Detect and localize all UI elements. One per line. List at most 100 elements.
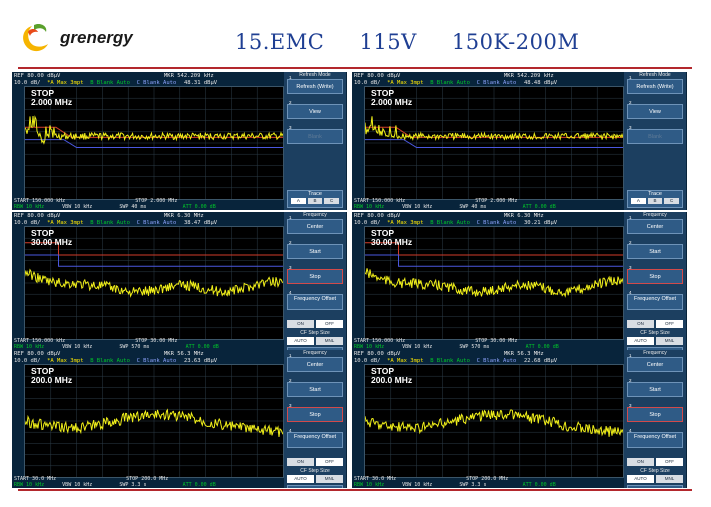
offset-on[interactable]: ON [627, 320, 654, 328]
softkey-center[interactable]: 1 Center [627, 353, 683, 372]
menu-title: Refresh Mode [299, 72, 331, 78]
softkey-start[interactable]: 2 Start [287, 240, 343, 259]
softkey-frequency-offset[interactable]: 4 Frequency Offset [287, 428, 343, 448]
cf-step-toggle[interactable]: AUTO MNL [627, 337, 683, 345]
trace-c-detector: C Blank Auto [136, 79, 177, 86]
analyzer-screen-2: REF 80.00 dBμV 10.0 dB/ *A Max 3mpt B Bl… [352, 72, 687, 210]
stop-indicator: STOP 30.00 MHz [371, 229, 412, 247]
cf-step-mnl[interactable]: MNL [316, 337, 343, 345]
softkey-blank[interactable]: 3 Blank [287, 125, 343, 144]
trace-a[interactable]: A [291, 198, 306, 204]
softkey-refresh-write[interactable]: 1 Refresh (Write) [287, 75, 343, 94]
trace-a-detector: *A Max 3mpt [387, 79, 424, 86]
cf-step-auto[interactable]: AUTO [627, 337, 654, 345]
softkey-stop[interactable]: 3 Stop [287, 403, 343, 422]
spectrum-plot[interactable]: STOP 30.00 MHz [24, 226, 284, 340]
trace-b-detector: B Blank Auto [90, 357, 130, 364]
spectrum-plot[interactable]: STOP 200.0 MHz [364, 364, 624, 478]
vbw-value: VBW 10 kHz [402, 343, 433, 350]
softkey-start[interactable]: 2 Start [627, 378, 683, 397]
start-frequency: START 150.000 kHz [354, 198, 406, 204]
spectrum-plot[interactable]: STOP 30.00 MHz [364, 226, 624, 340]
softkey-stop[interactable]: 3 Stop [287, 265, 343, 284]
ref-level: REF 80.00 dBμV [14, 213, 61, 219]
offset-off[interactable]: OFF [656, 458, 683, 466]
stop-indicator: STOP 200.0 MHz [31, 367, 72, 385]
trace-a[interactable]: A [631, 198, 646, 204]
trace-b[interactable]: B [647, 198, 663, 204]
vbw-value: VBW 10 kHz [402, 203, 433, 210]
softkey-label: Center [646, 224, 664, 230]
softkey-label: Stop [309, 412, 321, 418]
vbw-value: VBW 10 kHz [62, 481, 93, 488]
brand-logo: grenergy [18, 22, 133, 54]
softkey-stop[interactable]: 3 Stop [627, 403, 683, 422]
trace-selector[interactable]: Trace A B C [287, 190, 343, 208]
stop-frequency-footer: STOP 30.00 MHz [475, 338, 518, 344]
softkey-refresh-write[interactable]: 1 Refresh (Write) [627, 75, 683, 94]
marker-frequency: MKR 6.30 MHz [164, 213, 204, 219]
softkey-frequency-offset[interactable]: 4 Frequency Offset [627, 428, 683, 448]
spectrum-plot[interactable]: STOP 2.000 MHz [364, 86, 624, 200]
cf-step-auto[interactable]: AUTO [627, 475, 654, 483]
marker-frequency: MKR 56.3 MHz [164, 351, 204, 357]
softkey-channel-input[interactable]: Channel Input [627, 485, 683, 488]
rbw-value: RBW 10 kHz [14, 481, 45, 488]
softkey-channel-input[interactable]: Channel Input [287, 347, 343, 350]
offset-off[interactable]: OFF [316, 458, 343, 466]
cf-step-mnl[interactable]: MNL [316, 475, 343, 483]
offset-off[interactable]: OFF [656, 320, 683, 328]
offset-off[interactable]: OFF [316, 320, 343, 328]
offset-toggle[interactable]: ON OFF [627, 458, 683, 466]
start-frequency: START 150.000 kHz [14, 198, 66, 204]
offset-toggle[interactable]: ON OFF [287, 320, 343, 328]
softkey-channel-input[interactable]: Channel Input [627, 347, 683, 350]
softkey-number: 3 [629, 125, 632, 130]
softkey-center[interactable]: 1 Center [627, 215, 683, 234]
cf-step-label: CF Step Size [300, 330, 330, 336]
soft-key-menu: Refresh Mode 1 Refresh (Write) 2 View 3 Blank T… [284, 72, 346, 210]
softkey-start[interactable]: 2 Start [287, 378, 343, 397]
trace-b[interactable]: B [307, 198, 323, 204]
trace-selector[interactable]: Trace A B C [627, 190, 683, 208]
softkey-center[interactable]: 1 Center [287, 353, 343, 372]
softkey-stop[interactable]: 3 Stop [627, 265, 683, 284]
trace-c[interactable]: C [664, 198, 680, 204]
cf-step-mnl[interactable]: MNL [656, 337, 683, 345]
spectrum-trace [25, 268, 283, 298]
softkey-view[interactable]: 2 View [627, 100, 683, 119]
stop-frequency: 200.0 MHz [371, 375, 413, 385]
spectrum-plot[interactable]: STOP 2.000 MHz [24, 86, 284, 200]
offset-on[interactable]: ON [287, 320, 314, 328]
softkey-channel-input[interactable]: Channel Input [287, 485, 343, 488]
softkey-label: Start [649, 249, 661, 255]
softkey-number: 2 [289, 100, 292, 105]
trace-c[interactable]: C [324, 198, 340, 204]
cf-step-auto[interactable]: AUTO [287, 337, 314, 345]
cf-step-auto[interactable]: AUTO [287, 475, 314, 483]
stop-label: STOP [371, 88, 394, 98]
softkey-start[interactable]: 2 Start [627, 240, 683, 259]
vbw-value: VBW 10 kHz [62, 203, 93, 210]
offset-on[interactable]: ON [287, 458, 314, 466]
softkey-view[interactable]: 2 View [287, 100, 343, 119]
trace-b-detector: B Blank Auto [430, 219, 470, 226]
offset-on[interactable]: ON [627, 458, 654, 466]
offset-toggle[interactable]: ON OFF [287, 458, 343, 466]
menu-title: Frequency [303, 212, 327, 218]
softkey-number: 1 [289, 75, 292, 80]
softkey-blank[interactable]: 3 Blank [627, 125, 683, 144]
cf-step-toggle[interactable]: AUTO MNL [287, 475, 343, 483]
measurement-footer: START 150.000 kHz STOP 2.000 MHz RBW 10 k… [14, 198, 282, 210]
softkey-frequency-offset[interactable]: 4 Frequency Offset [627, 290, 683, 310]
softkey-center[interactable]: 1 Center [287, 215, 343, 234]
offset-toggle[interactable]: ON OFF [627, 320, 683, 328]
cf-step-mnl[interactable]: MNL [656, 475, 683, 483]
cf-step-toggle[interactable]: AUTO MNL [627, 475, 683, 483]
softkey-number: 2 [289, 240, 292, 245]
spectrum-plot[interactable]: STOP 200.0 MHz [24, 364, 284, 478]
cf-step-toggle[interactable]: AUTO MNL [287, 337, 343, 345]
sweep-time: SWP 40 ms [459, 203, 487, 210]
softkey-number: 2 [629, 240, 632, 245]
softkey-frequency-offset[interactable]: 4 Frequency Offset [287, 290, 343, 310]
